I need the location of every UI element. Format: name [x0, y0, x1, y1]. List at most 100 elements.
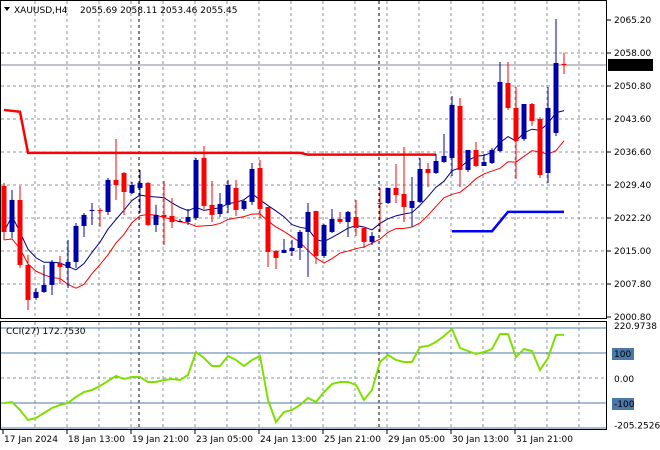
time-label: 23 Jan 05:00 — [196, 435, 253, 445]
bullish-candle — [9, 199, 15, 232]
price-label: 2007.80 — [614, 280, 651, 290]
bullish-candle — [297, 231, 303, 248]
indicator-overlays — [3, 108, 565, 289]
bullish-candle — [129, 184, 135, 193]
current-price-badge — [608, 58, 653, 71]
bullish-candle — [369, 235, 375, 242]
time-label: 17 Jan 2024 — [4, 435, 58, 445]
bearish-candle — [1, 185, 7, 232]
resistance-line — [3, 108, 436, 156]
cci-axis-label: 220.9738 — [614, 322, 657, 332]
bearish-candle — [273, 250, 279, 258]
bearish-candle — [17, 199, 23, 265]
bearish-candle — [209, 204, 215, 215]
bullish-candle — [497, 81, 503, 151]
bearish-candle — [361, 227, 367, 242]
time-label: 18 Jan 13:00 — [68, 435, 125, 445]
bullish-candle — [481, 161, 487, 166]
time-label: 24 Jan 13:00 — [260, 435, 317, 445]
bearish-candle — [561, 63, 567, 65]
bearish-candle — [233, 187, 239, 210]
cci-axis-label: -205.2526 — [614, 421, 660, 431]
bearish-candle — [505, 82, 511, 108]
cci-axis-label: -100 — [614, 400, 635, 410]
bearish-candle — [113, 179, 119, 185]
cci-level-badge — [612, 398, 634, 410]
cci-title: CCI(27) 172.7530 — [6, 327, 86, 337]
bullish-candle — [289, 247, 295, 251]
bullish-candle — [225, 184, 231, 205]
candles — [1, 18, 567, 310]
bearish-candle — [353, 216, 359, 228]
bearish-candle — [337, 218, 343, 222]
bullish-candle — [193, 159, 199, 218]
time-label: 30 Jan 13:00 — [452, 435, 509, 445]
price-label: 2065.20 — [614, 16, 651, 26]
bearish-candle — [121, 172, 127, 192]
bullish-candle — [545, 107, 551, 173]
bullish-candle — [449, 104, 455, 158]
bullish-candle — [33, 291, 39, 298]
bullish-candle — [65, 261, 71, 268]
cci-axis-label: 100 — [614, 350, 631, 360]
bullish-candle — [329, 218, 335, 232]
bullish-candle — [241, 200, 247, 209]
bullish-candle — [521, 103, 527, 139]
price-label: 2000.80 — [614, 313, 651, 323]
dropdown-triangle-icon[interactable] — [4, 7, 10, 11]
bullish-candle — [409, 200, 415, 208]
cci-panel-border — [0, 321, 607, 430]
bearish-candle — [425, 168, 431, 173]
time-label: 29 Jan 05:00 — [388, 435, 445, 445]
grid — [1, 1, 606, 429]
bullish-candle — [305, 211, 311, 232]
bearish-candle — [161, 214, 167, 217]
bullish-candle — [281, 249, 287, 253]
bullish-candle — [433, 160, 439, 173]
bearish-candle — [145, 182, 151, 225]
bearish-candle — [257, 167, 263, 209]
chart-header: XAUUSD,H4 2055.69 2058.11 2053.46 2055.4… — [4, 6, 237, 16]
bullish-candle — [177, 220, 183, 222]
time-label: 31 Jan 21:00 — [516, 435, 573, 445]
bearish-candle — [513, 107, 519, 141]
support-line — [452, 210, 564, 233]
bearish-candle — [57, 262, 63, 267]
envelope-line — [3, 140, 565, 289]
bearish-candle — [473, 149, 479, 166]
bearish-candle — [265, 206, 271, 252]
bullish-candle — [185, 216, 191, 222]
bullish-candle — [137, 182, 143, 188]
bullish-candle — [89, 209, 95, 211]
main-panel-border — [0, 0, 607, 319]
bearish-candle — [377, 202, 383, 204]
bullish-candle — [489, 149, 495, 163]
price-label: 2029.40 — [614, 181, 651, 191]
current-price-label: 2055.45 — [614, 62, 651, 72]
bullish-candle — [217, 203, 223, 214]
bullish-candle — [153, 214, 159, 225]
cci-level-badge — [612, 348, 634, 360]
price-label: 2036.60 — [614, 148, 651, 158]
bullish-candle — [441, 155, 447, 162]
bearish-candle — [457, 105, 463, 170]
bullish-candle — [553, 62, 559, 133]
bearish-candle — [169, 215, 175, 222]
bearish-candle — [25, 264, 31, 300]
moving-average-line — [3, 110, 565, 271]
bullish-candle — [465, 149, 471, 170]
bullish-candle — [41, 284, 47, 292]
bearish-candle — [537, 118, 543, 175]
time-label: 19 Jan 21:00 — [132, 435, 189, 445]
bearish-candle — [529, 103, 535, 121]
price-label: 2050.80 — [614, 82, 651, 92]
time-label: 25 Jan 21:00 — [324, 435, 381, 445]
bullish-candle — [345, 211, 351, 222]
bullish-candle — [73, 225, 79, 262]
price-label: 2043.60 — [614, 115, 651, 125]
cci-line — [3, 327, 565, 425]
bearish-candle — [313, 210, 319, 256]
bearish-candle — [201, 157, 207, 206]
